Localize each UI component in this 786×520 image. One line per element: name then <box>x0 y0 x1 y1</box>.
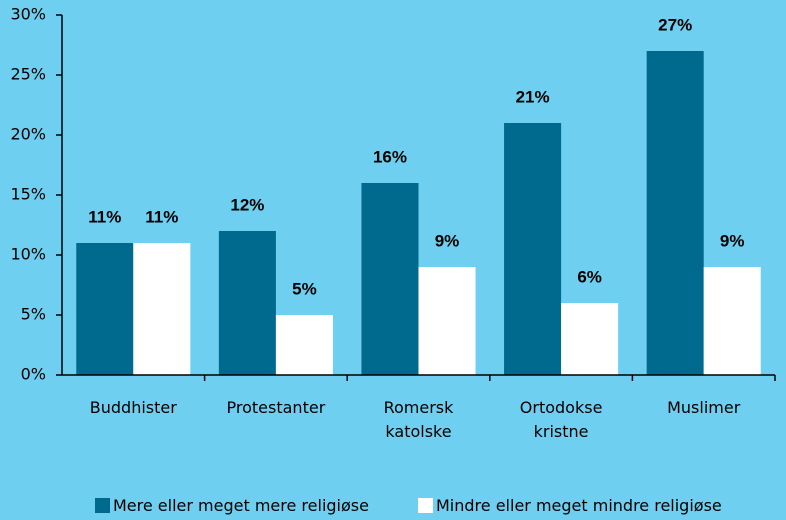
bar <box>703 267 761 375</box>
bar <box>275 315 333 375</box>
value-label: 11% <box>88 207 121 226</box>
value-label: 27% <box>658 15 692 34</box>
y-tick-label: 30% <box>10 5 46 24</box>
bar <box>504 123 562 375</box>
x-tick-label: Buddhister <box>89 398 177 417</box>
x-tick-label: Muslimer <box>667 398 741 417</box>
bar <box>133 243 191 375</box>
value-label: 11% <box>145 207 178 226</box>
legend-swatch <box>418 498 433 513</box>
value-label: 21% <box>516 87 550 106</box>
y-tick-label: 0% <box>21 365 46 384</box>
bar <box>561 303 619 375</box>
bar <box>218 231 276 375</box>
legend-label: Mere eller meget mere religiøse <box>113 496 369 515</box>
y-tick-label: 15% <box>10 185 46 204</box>
bar <box>361 183 419 375</box>
value-label: 9% <box>435 231 460 250</box>
y-tick-label: 25% <box>10 65 46 84</box>
bar <box>646 51 704 375</box>
x-tick-label: Ortodokse kristne <box>519 398 603 441</box>
value-label: 5% <box>292 279 317 298</box>
value-label: 16% <box>373 147 407 166</box>
y-tick-label: 10% <box>10 245 46 264</box>
y-tick-label: 5% <box>21 305 46 324</box>
legend-item: Mere eller meget mere religiøse <box>95 496 369 515</box>
bar <box>418 267 476 375</box>
bar <box>76 243 134 375</box>
y-tick-label: 20% <box>10 125 46 144</box>
x-tick-label: Romersk katolske <box>383 398 454 441</box>
value-label: 12% <box>230 195 264 214</box>
value-label: 9% <box>720 231 745 250</box>
value-label: 6% <box>577 267 602 286</box>
legend-item: Mindre eller meget mindre religiøse <box>418 496 722 515</box>
x-tick-label: Protestanter <box>226 398 326 417</box>
legend-label: Mindre eller meget mindre religiøse <box>436 496 722 515</box>
legend-swatch <box>95 498 110 513</box>
